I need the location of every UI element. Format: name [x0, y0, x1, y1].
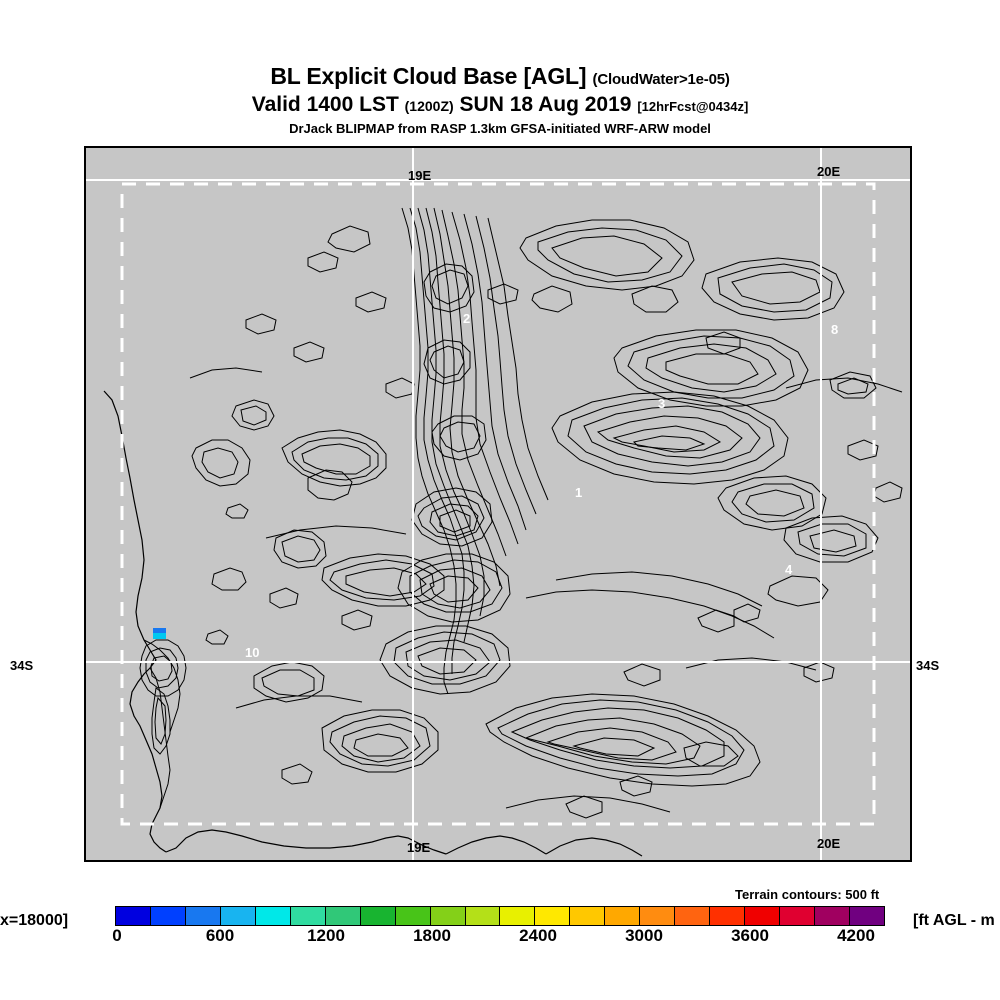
terrain-contours: [103, 207, 903, 857]
waypoint-label-4: 4: [785, 562, 793, 577]
cloud-base-marker: [153, 628, 166, 639]
colorbar-swatch: [850, 907, 884, 925]
grid-label-19e-bottom: 19E: [407, 840, 430, 855]
edge-label-34s-left: 34S: [10, 658, 34, 673]
colorbar-swatch: [360, 907, 396, 925]
colorbar-swatch: [535, 907, 571, 925]
colorbar-tick-labels: 0 600 1200 1800 2400 3000 3600 4200: [112, 926, 885, 948]
colorbar-swatch: [290, 907, 326, 925]
colorbar-swatch: [395, 907, 431, 925]
right-clipped-units-label: [ft AGL - m: [913, 912, 995, 929]
colorbar-swatch: [500, 907, 536, 925]
colorbar-tick-1200: 1200: [307, 926, 345, 945]
colorbar-swatch: [675, 907, 711, 925]
grid-label-20e-bottom: 20E: [817, 836, 840, 851]
grid-labels: 19E 20E 19E 20E: [407, 164, 840, 855]
colorbar-tick-3000: 3000: [625, 926, 663, 945]
waypoint-labels: 2 8 3 1 4 10: [245, 311, 838, 660]
colorbar-swatch: [745, 907, 781, 925]
colorbar-swatch: [220, 907, 256, 925]
valid-date: SUN 18 Aug 2019: [459, 93, 632, 116]
colorbar-swatch: [325, 907, 361, 925]
title-line-valid: Valid 1400 LST (1200Z) SUN 18 Aug 2019 […: [0, 92, 1000, 119]
forecast-run-info: [12hrFcst@0434z]: [637, 99, 749, 114]
colorbar: [115, 906, 885, 926]
waypoint-label-1: 1: [575, 485, 582, 500]
colorbar-tick-4200: 4200: [837, 926, 875, 945]
colorbar-swatch: [815, 907, 851, 925]
title-line-main: BL Explicit Cloud Base [AGL] (CloudWater…: [0, 64, 1000, 92]
title-primary: BL Explicit Cloud Base [AGL]: [270, 63, 587, 89]
colorbar-tick-3600: 3600: [731, 926, 769, 945]
map-canvas: 19E 20E 19E 20E 2 8 3 1 4 10: [86, 148, 910, 860]
waypoint-label-10: 10: [245, 645, 259, 660]
colorbar-tick-1800: 1800: [413, 926, 451, 945]
colorbar-swatch: [465, 907, 501, 925]
edge-label-34s-right: 34S: [916, 658, 940, 673]
map-frame: 19E 20E 19E 20E 2 8 3 1 4 10: [84, 146, 912, 862]
waypoint-label-8: 8: [831, 322, 838, 337]
map-panel[interactable]: 19E 20E 19E 20E 2 8 3 1 4 10 34S 34S: [10, 146, 939, 862]
colorbar-swatch: [605, 907, 641, 925]
chart-title-block: BL Explicit Cloud Base [AGL] (CloudWater…: [0, 64, 1000, 138]
colorbar-tick-0: 0: [112, 926, 122, 945]
colorbar-swatch: [430, 907, 466, 925]
waypoint-label-2: 2: [463, 311, 470, 326]
grid-label-19e-top: 19E: [408, 168, 431, 183]
colorbar-swatch: [116, 907, 151, 925]
title-cloudwater-threshold: (CloudWater>1e-05): [592, 71, 730, 88]
colorbar-swatch: [185, 907, 221, 925]
colorbar-swatch: [640, 907, 676, 925]
waypoint-label-3: 3: [658, 396, 665, 411]
colorbar-tick-2400: 2400: [519, 926, 557, 945]
colorbar-swatch: [255, 907, 291, 925]
valid-time-utc: (1200Z): [404, 98, 454, 114]
colorbar-tick-600: 600: [205, 926, 235, 945]
colorbar-swatch: [150, 907, 186, 925]
left-clipped-label: x=18000]: [0, 912, 69, 929]
colorbar-swatch: [710, 907, 746, 925]
colorbar-swatch: [780, 907, 816, 925]
graticule-solid: [86, 148, 910, 860]
title-model-attribution: DrJack BLIPMAP from RASP 1.3km GFSA-init…: [289, 121, 711, 136]
colorbar-swatch: [570, 907, 606, 925]
grid-label-20e-top: 20E: [817, 164, 840, 179]
terrain-contour-note: Terrain contours: 500 ft: [735, 887, 880, 902]
valid-time: Valid 1400 LST: [251, 93, 399, 116]
